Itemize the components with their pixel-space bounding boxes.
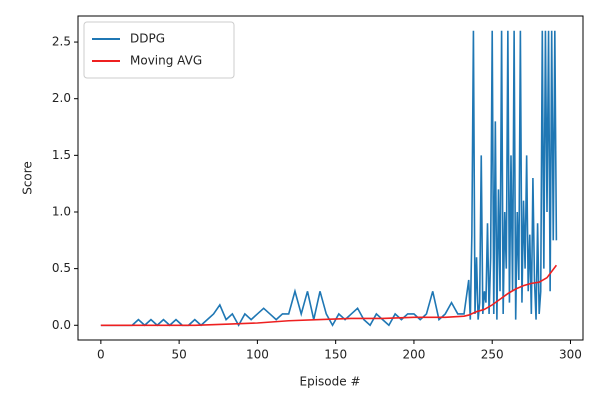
series-line <box>100 264 558 327</box>
x-tick-label: 50 <box>171 348 186 362</box>
y-tick-label: 2.0 <box>52 91 71 105</box>
x-axis-label: Episode # <box>300 375 361 389</box>
x-tick-label: 300 <box>559 348 582 362</box>
legend-box <box>83 21 235 79</box>
y-tick-label: 1.5 <box>52 148 71 162</box>
x-tick-label: 0 <box>97 348 105 362</box>
y-axis-label: Score <box>21 161 35 195</box>
x-tick-label: 250 <box>481 348 504 362</box>
x-tick-label: 150 <box>324 348 347 362</box>
x-tick-label: 200 <box>402 348 425 362</box>
y-tick-label: 0.5 <box>52 261 71 275</box>
legend-label: DDPG <box>130 32 165 46</box>
plot-frame <box>77 15 584 341</box>
legend-label: Moving AVG <box>130 54 202 68</box>
y-tick-label: 0.0 <box>52 318 71 332</box>
y-tick-label: 2.5 <box>52 35 71 49</box>
y-tick-label: 1.0 <box>52 204 71 218</box>
series-line <box>100 30 558 327</box>
x-tick-label: 100 <box>246 348 269 362</box>
